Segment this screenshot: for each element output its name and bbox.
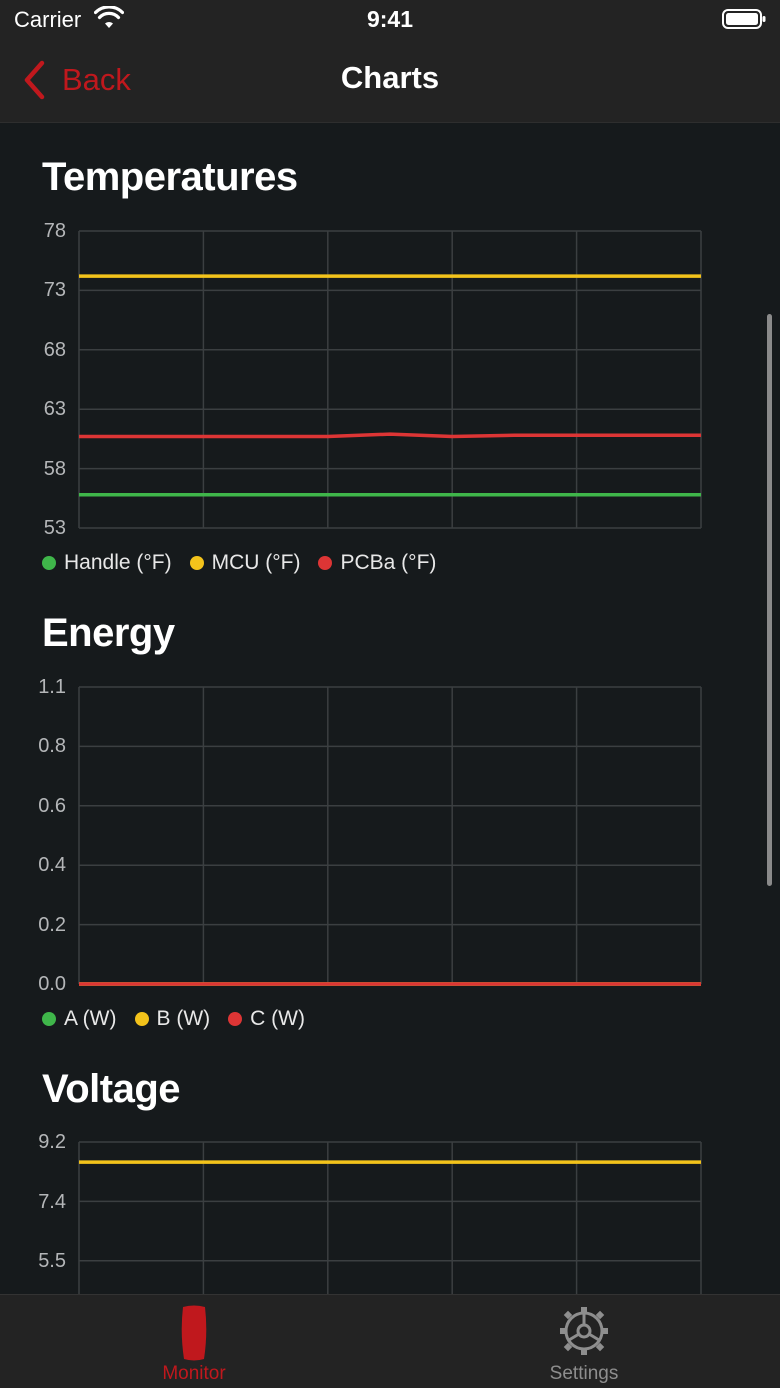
scroll-indicator[interactable] bbox=[767, 314, 772, 886]
legend-item-c: C (W) bbox=[228, 1007, 305, 1031]
battery-icon bbox=[722, 9, 766, 29]
clock-time: 9:41 bbox=[366, 6, 414, 32]
status-bar: Carrier 9:41 bbox=[0, 0, 780, 40]
temperatures-y-tick: 73 bbox=[43, 279, 66, 301]
tab-settings-label: Settings bbox=[549, 1363, 619, 1384]
gear-icon bbox=[560, 1307, 608, 1355]
legend-dot bbox=[42, 556, 56, 570]
tab-monitor-label: Monitor bbox=[162, 1363, 226, 1384]
energy-legend: A (W) B (W) C (W) bbox=[42, 1007, 323, 1031]
legend-label: Handle (°F) bbox=[64, 551, 172, 574]
voltage-title: Voltage bbox=[42, 1067, 181, 1111]
legend-dot bbox=[189, 556, 204, 570]
legend-item-handle: Handle (°F) bbox=[42, 551, 172, 575]
charts-canvas bbox=[78, 230, 702, 1294]
temperatures-legend: Handle (°F) MCU (°F) PCBa (°F) bbox=[42, 551, 454, 575]
legend-item-b: B (W) bbox=[134, 1007, 211, 1031]
navigation-bar: Back Charts bbox=[0, 40, 780, 123]
energy-y-tick: 0.0 bbox=[38, 973, 66, 995]
energy-y-tick: 0.8 bbox=[38, 735, 66, 757]
temperatures-y-tick: 53 bbox=[43, 517, 66, 539]
legend-label: A (W) bbox=[64, 1007, 117, 1030]
tab-settings[interactable]: Settings bbox=[484, 1295, 684, 1388]
pcba-line bbox=[79, 432, 701, 439]
temperatures-y-tick: 78 bbox=[43, 220, 66, 242]
legend-dot bbox=[228, 1012, 243, 1026]
legend-label: MCU (°F) bbox=[211, 551, 301, 574]
temperatures-y-tick: 68 bbox=[43, 339, 66, 361]
voltage-y-tick: 9.2 bbox=[38, 1131, 66, 1153]
energy-y-tick: 0.6 bbox=[38, 795, 66, 817]
legend-label: PCBa (°F) bbox=[340, 551, 437, 574]
energy-y-tick: 0.2 bbox=[38, 914, 66, 936]
temperatures-title: Temperatures bbox=[42, 155, 298, 199]
energy-y-tick: 0.4 bbox=[38, 854, 66, 876]
legend-item-mcu: MCU (°F) bbox=[189, 551, 301, 575]
legend-dot bbox=[318, 556, 333, 570]
legend-label: B (W) bbox=[156, 1007, 211, 1030]
temperatures-y-tick: 58 bbox=[43, 458, 66, 480]
voltage-y-tick: 5.5 bbox=[38, 1250, 66, 1272]
tab-bar: Monitor Settings bbox=[0, 1294, 780, 1388]
legend-dot bbox=[134, 1012, 149, 1026]
back-label: Back bbox=[62, 62, 131, 97]
energy-title: Energy bbox=[42, 611, 175, 655]
monitor-icon bbox=[181, 1305, 207, 1361]
back-button[interactable]: Back bbox=[22, 58, 131, 102]
legend-label: C (W) bbox=[250, 1007, 305, 1030]
tab-monitor[interactable]: Monitor bbox=[94, 1295, 294, 1388]
legend-item-a: A (W) bbox=[42, 1007, 117, 1031]
carrier-label: Carrier bbox=[14, 7, 82, 32]
page-title: Charts bbox=[340, 60, 440, 95]
legend-dot bbox=[42, 1012, 56, 1026]
temperatures-y-tick: 63 bbox=[43, 398, 66, 420]
energy-y-tick: 1.1 bbox=[38, 676, 66, 698]
voltage-y-tick: 7.4 bbox=[38, 1191, 66, 1213]
charts-scroll-view[interactable]: Temperatures 78 73 68 63 58 53 Handle (°… bbox=[0, 123, 780, 1294]
legend-item-pcba: PCBa (°F) bbox=[318, 551, 436, 575]
chevron-left-icon bbox=[24, 60, 45, 100]
wifi-icon bbox=[94, 6, 124, 28]
